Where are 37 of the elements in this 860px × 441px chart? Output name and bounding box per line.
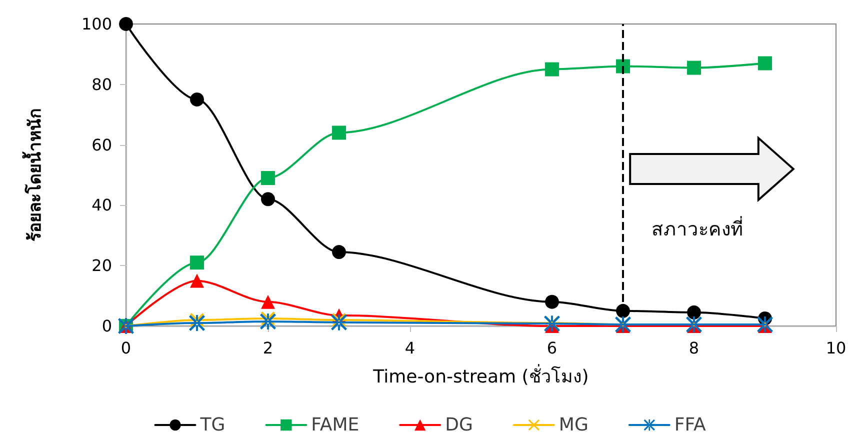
y-axis-title: ร้อยละโดยน้ำหนัก [22, 108, 46, 242]
x-tick-label: 0 [120, 338, 132, 358]
y-tick-label: 80 [92, 74, 112, 94]
point [190, 92, 204, 106]
y-tick-label: 100 [81, 14, 112, 34]
point [332, 245, 346, 260]
legend-label: MG [558, 414, 588, 436]
point [545, 294, 559, 309]
y-tick-label: 60 [92, 135, 112, 154]
x-tick-label: 6 [546, 338, 558, 358]
point [261, 171, 275, 186]
y-tick-label: 20 [92, 256, 112, 276]
point [261, 192, 275, 206]
point [260, 313, 276, 330]
point [261, 294, 275, 309]
point [332, 126, 346, 140]
point [119, 17, 133, 31]
point [545, 62, 559, 76]
point [687, 60, 701, 75]
x-tick-label: 10 [826, 338, 846, 358]
legend-label: DG [445, 414, 473, 436]
annotation: สภาวะคงที่ [651, 215, 744, 240]
x-tick-label: 4 [404, 338, 416, 358]
x-tick-label: 2 [262, 338, 274, 358]
legend-label: TG [199, 414, 226, 436]
point [331, 314, 347, 330]
legend-label: FFA [674, 414, 706, 436]
point [758, 56, 772, 70]
point [687, 305, 701, 320]
y-tick-label: 40 [92, 196, 112, 215]
x-tick-label: 8 [688, 338, 700, 358]
point [189, 314, 205, 331]
point [190, 256, 204, 270]
x-axis-title: Time-on-stream (ชั่วโมง) [372, 364, 589, 388]
legend-label: FAME [311, 414, 360, 436]
point [190, 274, 204, 288]
y-tick-label: 0 [102, 316, 112, 336]
